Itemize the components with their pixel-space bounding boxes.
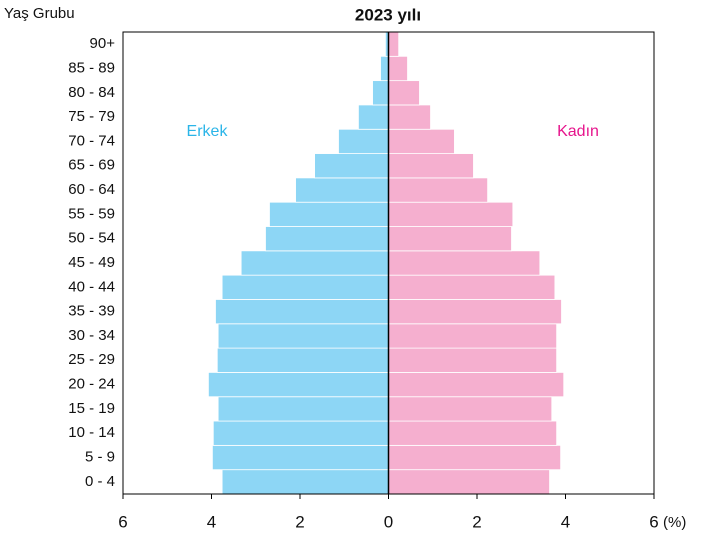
bar — [388, 226, 512, 252]
bar — [388, 201, 514, 227]
bar — [388, 347, 558, 373]
y-tick-label: 20 - 24 — [68, 376, 115, 393]
y-tick-label: 0 - 4 — [85, 473, 115, 490]
x-unit-label: (%) — [663, 514, 686, 531]
y-axis-label: Yaş Grubu — [4, 5, 75, 22]
bar — [338, 128, 389, 154]
y-tick-label: 70 - 74 — [68, 132, 115, 149]
x-tick-label: 4 — [561, 512, 570, 531]
bar — [217, 396, 389, 422]
legend-label: Kadın — [557, 123, 599, 140]
bar — [388, 153, 474, 179]
y-tick-label: 85 - 89 — [68, 59, 115, 76]
bar — [215, 299, 389, 325]
x-tick-label: 2 — [472, 512, 481, 531]
bar — [388, 177, 489, 203]
bar — [240, 250, 389, 276]
bar — [388, 420, 558, 446]
bar — [388, 250, 541, 276]
legend-label: Erkek — [187, 123, 229, 140]
x-tick-label: 2 — [295, 512, 304, 531]
bar — [380, 55, 389, 82]
bar — [388, 104, 431, 130]
bar — [314, 153, 389, 179]
bar — [211, 444, 389, 471]
y-tick-label: 75 - 79 — [68, 108, 115, 125]
bar — [388, 444, 562, 471]
y-tick-label: 30 - 34 — [68, 327, 115, 344]
y-tick-label: 25 - 29 — [68, 351, 115, 368]
x-tick-label: 6 — [118, 512, 127, 531]
y-tick-label: 80 - 84 — [68, 84, 115, 101]
bar — [388, 274, 556, 300]
y-tick-label: 90+ — [90, 35, 116, 52]
x-tick-label: 4 — [207, 512, 216, 531]
bar — [388, 55, 408, 82]
y-tick-label: 35 - 39 — [68, 303, 115, 320]
y-tick-label: 40 - 44 — [68, 278, 115, 295]
bar — [265, 226, 389, 252]
y-tick-label: 55 - 59 — [68, 205, 115, 222]
y-tick-label: 45 - 49 — [68, 254, 115, 271]
bar — [295, 177, 389, 203]
bar — [388, 323, 558, 349]
bar — [217, 323, 389, 349]
bar — [221, 274, 389, 300]
bar — [269, 201, 389, 227]
bar — [358, 104, 389, 130]
bar — [388, 128, 455, 154]
chart-title: 2023 yılı — [355, 5, 421, 24]
y-tick-label: 65 - 69 — [68, 157, 115, 174]
bar — [216, 347, 389, 373]
y-tick-label: 60 - 64 — [68, 181, 115, 198]
bar — [208, 372, 389, 398]
y-tick-label: 15 - 19 — [68, 400, 115, 417]
bar — [388, 469, 550, 495]
bar — [372, 80, 389, 106]
y-tick-label: 50 - 54 — [68, 230, 115, 247]
y-tick-label: 10 - 14 — [68, 424, 115, 441]
bar — [388, 80, 420, 106]
bar — [221, 469, 389, 495]
bar — [388, 299, 562, 325]
bar — [388, 31, 400, 57]
bar — [388, 372, 565, 398]
bar — [388, 396, 553, 422]
bar — [212, 420, 389, 446]
x-tick-label: 6 — [649, 512, 658, 531]
y-tick-label: 5 - 9 — [85, 448, 115, 465]
x-tick-label: 0 — [384, 512, 393, 531]
